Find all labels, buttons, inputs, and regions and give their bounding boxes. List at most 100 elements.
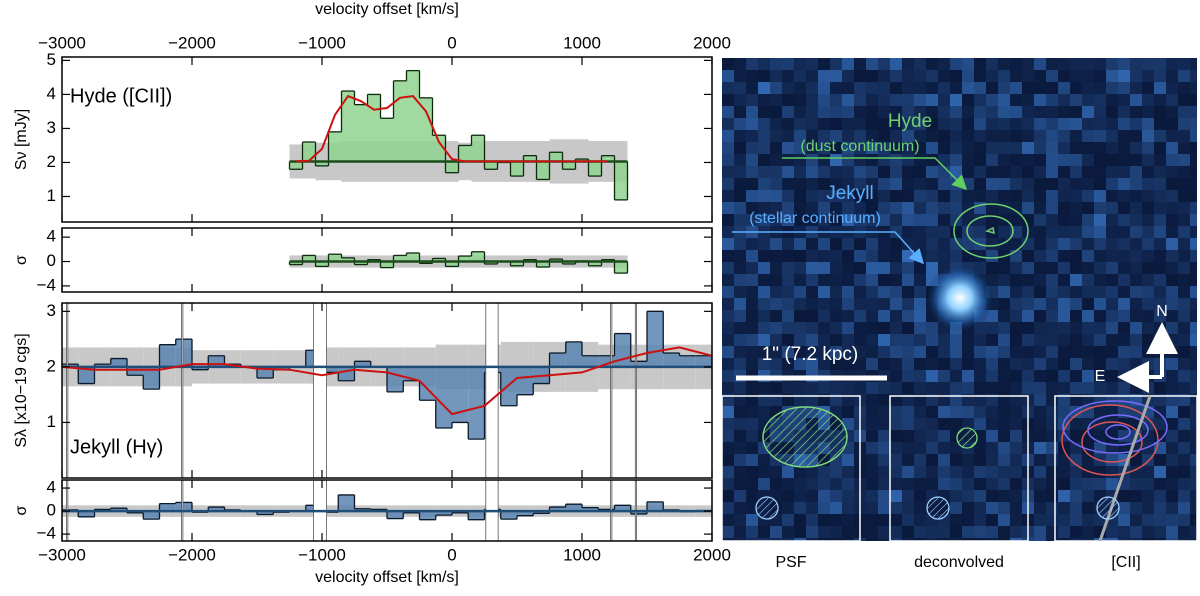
pixel bbox=[806, 334, 818, 346]
pixel bbox=[1118, 346, 1130, 358]
pixel bbox=[1190, 502, 1197, 514]
pixel bbox=[998, 538, 1010, 541]
pixel bbox=[1070, 154, 1082, 166]
pixel bbox=[1178, 286, 1190, 298]
y-tick-label: 1 bbox=[47, 412, 56, 431]
pixel bbox=[1154, 298, 1166, 310]
pixel bbox=[1010, 430, 1022, 442]
pixel bbox=[758, 58, 770, 70]
pixel bbox=[758, 298, 770, 310]
pixel bbox=[890, 538, 902, 541]
pixel bbox=[770, 334, 782, 346]
pixel bbox=[1190, 262, 1197, 274]
y-axis-label: Sλ [x10−19 cgs] bbox=[13, 333, 30, 447]
pixel bbox=[854, 358, 866, 370]
pixel bbox=[866, 406, 878, 418]
pixel bbox=[1058, 442, 1070, 454]
pixel bbox=[902, 262, 914, 274]
pixel bbox=[830, 478, 842, 490]
pixel bbox=[830, 526, 842, 538]
pixel bbox=[842, 274, 854, 286]
pixel bbox=[878, 442, 890, 454]
pixel bbox=[986, 334, 998, 346]
pixel bbox=[1034, 154, 1046, 166]
pixel bbox=[1022, 178, 1034, 190]
pixel bbox=[902, 358, 914, 370]
pixel bbox=[974, 406, 986, 418]
pixel bbox=[806, 526, 818, 538]
pixel bbox=[734, 130, 746, 142]
pixel bbox=[878, 538, 890, 541]
pixel bbox=[1022, 118, 1034, 130]
pixel bbox=[1010, 310, 1022, 322]
pixel bbox=[1190, 406, 1197, 418]
pixel bbox=[986, 370, 998, 382]
pixel bbox=[950, 154, 962, 166]
pixel bbox=[902, 454, 914, 466]
pixel bbox=[842, 82, 854, 94]
pixel bbox=[1094, 106, 1106, 118]
pixel bbox=[1094, 154, 1106, 166]
pixel bbox=[794, 322, 806, 334]
pixel bbox=[986, 178, 998, 190]
pixel bbox=[1010, 514, 1022, 526]
pixel bbox=[806, 250, 818, 262]
pixel bbox=[758, 82, 770, 94]
pixel bbox=[1106, 298, 1118, 310]
pixel bbox=[950, 250, 962, 262]
pixel bbox=[1130, 514, 1142, 526]
pixel bbox=[998, 394, 1010, 406]
pixel bbox=[1118, 526, 1130, 538]
pixel bbox=[1190, 142, 1197, 154]
bar bbox=[510, 161, 524, 177]
pixel bbox=[1190, 274, 1197, 286]
pixel bbox=[938, 526, 950, 538]
pixel bbox=[878, 214, 890, 226]
pixel bbox=[746, 166, 758, 178]
pixel bbox=[902, 94, 914, 106]
pixel bbox=[782, 526, 794, 538]
pixel bbox=[758, 238, 770, 250]
pixel bbox=[890, 250, 902, 262]
pixel bbox=[1118, 262, 1130, 274]
pixel bbox=[782, 106, 794, 118]
pixel bbox=[722, 370, 734, 382]
pixel bbox=[1118, 70, 1130, 82]
panel bbox=[288, 69, 629, 201]
panel-frame bbox=[61, 56, 713, 223]
bar bbox=[406, 70, 420, 162]
pixel bbox=[998, 490, 1010, 502]
pixel bbox=[1022, 214, 1034, 226]
pixel bbox=[1178, 298, 1190, 310]
pixel bbox=[950, 94, 962, 106]
pixel bbox=[902, 502, 914, 514]
panel-frame bbox=[61, 227, 713, 293]
pixel bbox=[1010, 118, 1022, 130]
pixel bbox=[866, 178, 878, 190]
pixel bbox=[1046, 334, 1058, 346]
scale-bar-label: 1" (7.2 kpc) bbox=[762, 344, 859, 365]
pixel bbox=[878, 466, 890, 478]
pixel bbox=[902, 430, 914, 442]
bar bbox=[78, 366, 95, 384]
pixel bbox=[950, 454, 962, 466]
pixel bbox=[1130, 94, 1142, 106]
pixel bbox=[806, 82, 818, 94]
pixel bbox=[842, 454, 854, 466]
pixel bbox=[1058, 106, 1070, 118]
pixel bbox=[1010, 370, 1022, 382]
bar bbox=[380, 261, 394, 268]
model-line bbox=[62, 346, 712, 416]
pixel bbox=[830, 346, 842, 358]
pixel bbox=[938, 154, 950, 166]
x-tick-label: −3000 bbox=[38, 545, 86, 564]
pixel bbox=[1010, 526, 1022, 538]
bar bbox=[315, 161, 329, 166]
pixel bbox=[830, 190, 842, 202]
pixel bbox=[986, 502, 998, 514]
pixel bbox=[1082, 94, 1094, 106]
pixel bbox=[1166, 346, 1178, 358]
pixel bbox=[1106, 154, 1118, 166]
pixel bbox=[1142, 118, 1154, 130]
pixel bbox=[914, 202, 926, 214]
